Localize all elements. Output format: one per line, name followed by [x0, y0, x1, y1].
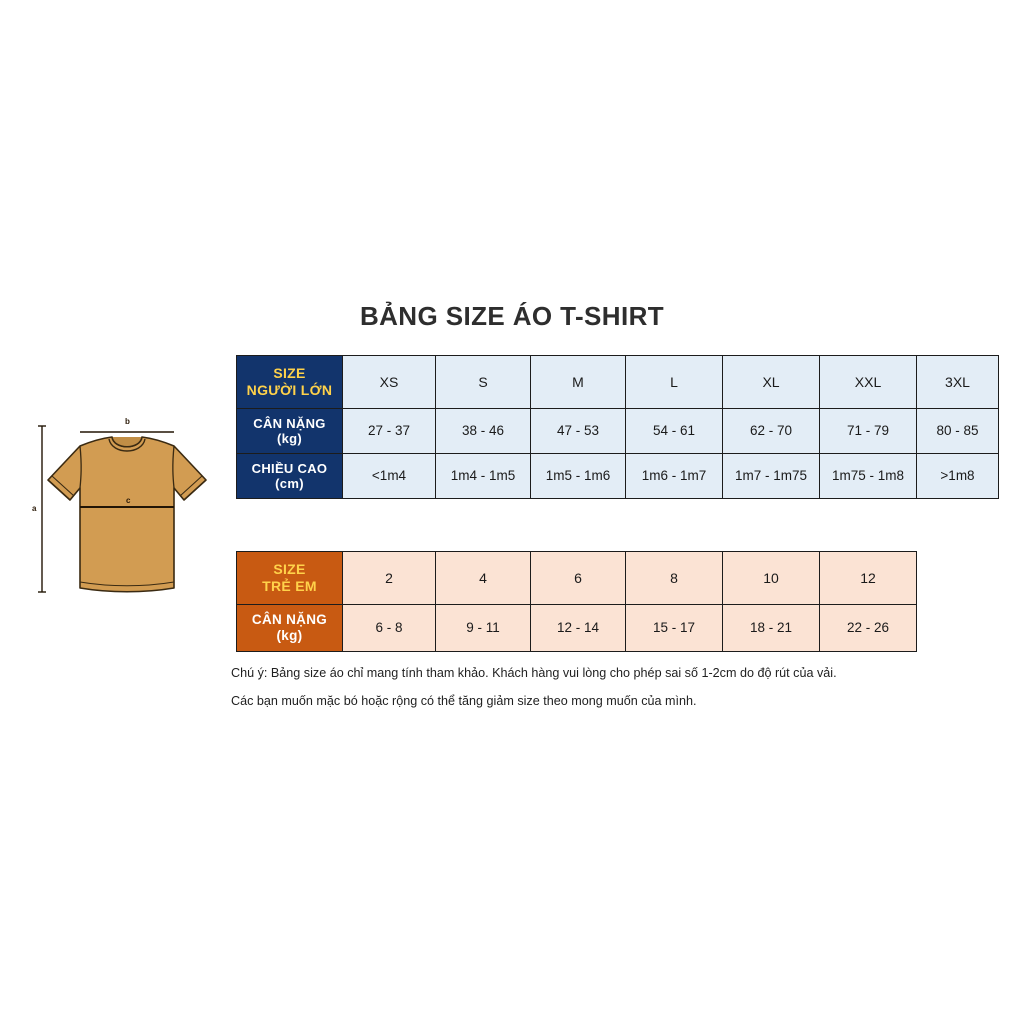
table-row: SIZE NGƯỜI LỚN XS S M L XL XXL 3XL [236, 355, 999, 409]
cell-kids-weight-2: 6 - 8 [342, 604, 436, 652]
cell-adult-size-s: S [435, 355, 531, 409]
kids-size-table: SIZE TRẺ EM 2 4 6 8 10 12 CÂN NẶNG (kg) … [236, 551, 917, 652]
page-title: BẢNG SIZE ÁO T-SHIRT [359, 301, 665, 331]
row-header-line-1: CÂN NẶNG [253, 415, 326, 431]
table-row: CÂN NẶNG (kg) 27 - 37 38 - 46 47 - 53 54… [236, 408, 999, 454]
cell-adult-weight-xl: 62 - 70 [722, 408, 820, 454]
row-header-line-1: SIZE [273, 365, 306, 382]
dimension-label-a: a [32, 504, 37, 513]
cell-adult-weight-s: 38 - 46 [435, 408, 531, 454]
cell-kids-size-12: 12 [819, 551, 917, 605]
cell-kids-weight-8: 15 - 17 [625, 604, 723, 652]
row-header-kids-size: SIZE TRẺ EM [236, 551, 343, 605]
cell-kids-size-4: 4 [435, 551, 531, 605]
row-header-adult-size: SIZE NGƯỜI LỚN [236, 355, 343, 409]
cell-kids-weight-4: 9 - 11 [435, 604, 531, 652]
footnote-fit-advice: Các bạn muốn mặc bó hoặc rộng có thể tăn… [231, 694, 697, 708]
cell-adult-size-l: L [625, 355, 723, 409]
cell-adult-weight-m: 47 - 53 [530, 408, 626, 454]
cell-adult-height-3xl: >1m8 [916, 453, 999, 499]
cell-kids-size-6: 6 [530, 551, 626, 605]
cell-adult-weight-3xl: 80 - 85 [916, 408, 999, 454]
cell-kids-weight-12: 22 - 26 [819, 604, 917, 652]
row-header-line-1: CÂN NẶNG [251, 612, 328, 628]
cell-adult-height-m: 1m5 - 1m6 [530, 453, 626, 499]
dimension-label-b: b [125, 417, 131, 426]
cell-adult-size-xl: XL [722, 355, 820, 409]
cell-adult-size-m: M [530, 355, 626, 409]
dimension-label-c: c [126, 496, 131, 505]
shirt-shape [47, 436, 207, 593]
row-header-adult-weight: CÂN NẶNG (kg) [236, 408, 343, 454]
cell-adult-height-l: 1m6 - 1m7 [625, 453, 723, 499]
table-row: SIZE TRẺ EM 2 4 6 8 10 12 [236, 551, 917, 605]
adult-size-table: SIZE NGƯỜI LỚN XS S M L XL XXL 3XL CÂN N… [236, 355, 999, 499]
t-shirt-illustration [38, 425, 207, 593]
row-header-line-1: SIZE [273, 561, 306, 578]
measure-line-a [38, 425, 46, 593]
row-header-line-2: (kg) [276, 431, 303, 446]
cell-adult-weight-xs: 27 - 37 [342, 408, 436, 454]
table-row: CHIỀU CAO (cm) <1m4 1m4 - 1m5 1m5 - 1m6 … [236, 453, 999, 499]
cell-adult-size-xxl: XXL [819, 355, 917, 409]
cell-kids-size-8: 8 [625, 551, 723, 605]
table-row: CÂN NẶNG (kg) 6 - 8 9 - 11 12 - 14 15 - … [236, 604, 917, 652]
footnote-disclaimer: Chú ý: Bảng size áo chỉ mang tính tham k… [231, 666, 837, 680]
cell-adult-height-s: 1m4 - 1m5 [435, 453, 531, 499]
row-header-line-2: (cm) [275, 476, 304, 491]
cell-adult-height-xxl: 1m75 - 1m8 [819, 453, 917, 499]
row-header-line-2: NGƯỜI LỚN [246, 382, 333, 398]
cell-adult-weight-l: 54 - 61 [625, 408, 723, 454]
cell-adult-height-xl: 1m7 - 1m75 [722, 453, 820, 499]
row-header-line-2: (kg) [276, 628, 303, 643]
cell-kids-weight-10: 18 - 21 [722, 604, 820, 652]
t-shirt-diagram: a b c [22, 408, 232, 608]
cell-kids-size-10: 10 [722, 551, 820, 605]
row-header-adult-height: CHIỀU CAO (cm) [236, 453, 343, 499]
row-header-kids-weight: CÂN NẶNG (kg) [236, 604, 343, 652]
cell-adult-weight-xxl: 71 - 79 [819, 408, 917, 454]
cell-adult-size-xs: XS [342, 355, 436, 409]
cell-adult-size-3xl: 3XL [916, 355, 999, 409]
cell-adult-height-xs: <1m4 [342, 453, 436, 499]
cell-kids-size-2: 2 [342, 551, 436, 605]
row-header-line-2: TRẺ EM [262, 578, 317, 594]
cell-kids-weight-6: 12 - 14 [530, 604, 626, 652]
row-header-line-1: CHIỀU CAO [251, 460, 328, 476]
